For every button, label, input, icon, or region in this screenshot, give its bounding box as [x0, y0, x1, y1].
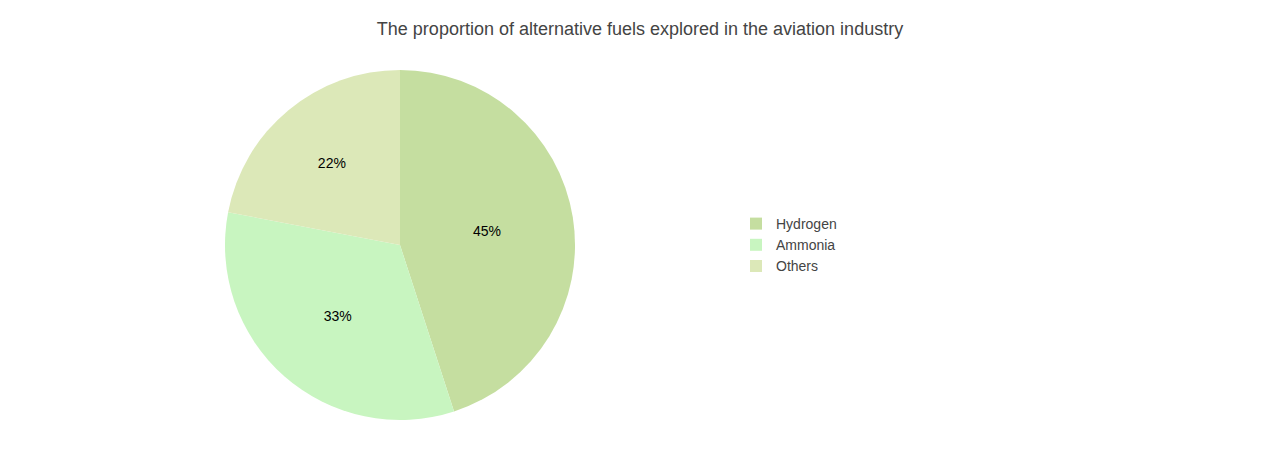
- svg-text:Hydrogen: Hydrogen: [776, 216, 837, 232]
- svg-text:45%: 45%: [473, 223, 501, 239]
- svg-text:Ammonia: Ammonia: [776, 237, 835, 253]
- svg-text:33%: 33%: [324, 308, 352, 324]
- svg-text:The proportion of alternative: The proportion of alternative fuels expl…: [377, 19, 903, 39]
- svg-text:22%: 22%: [318, 155, 346, 171]
- svg-text:Others: Others: [776, 258, 818, 274]
